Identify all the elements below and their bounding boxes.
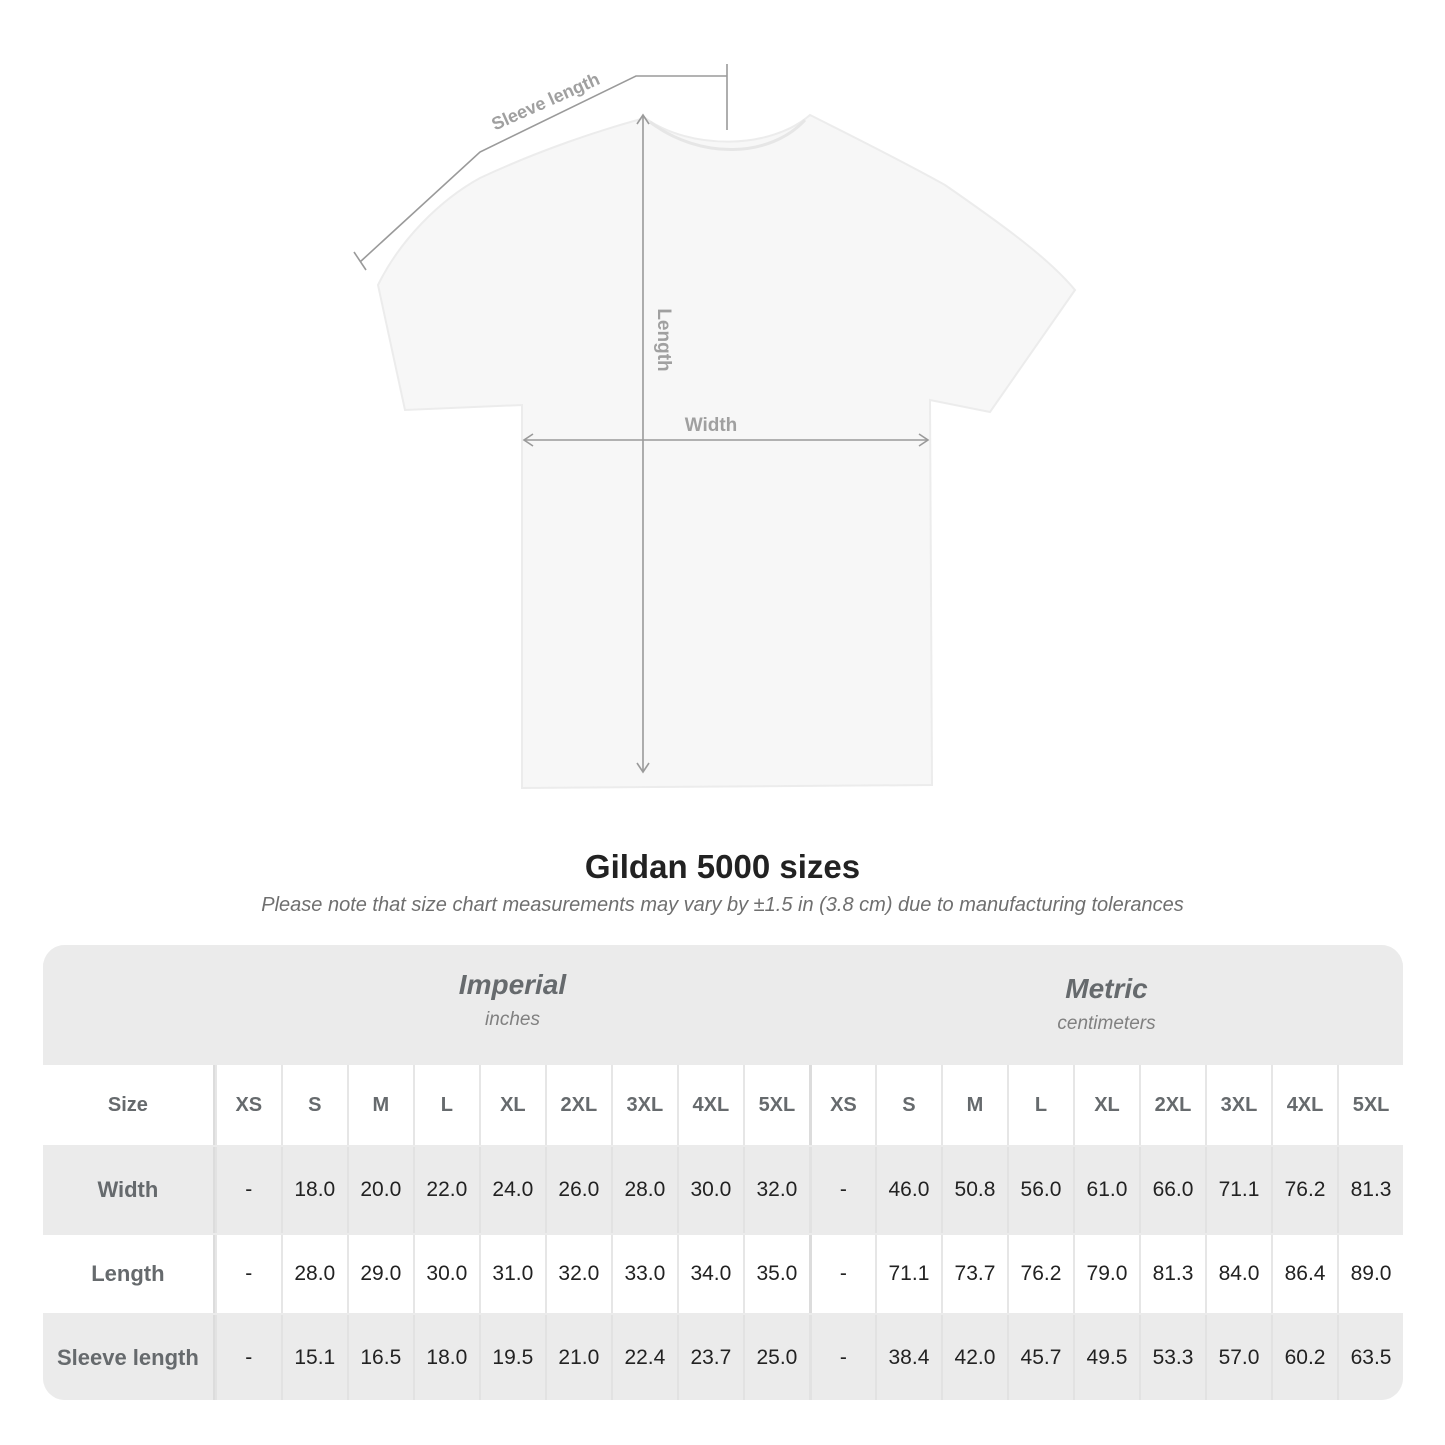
metric-value-cell: 76.2 xyxy=(1006,1235,1073,1313)
imperial-value-cell: 21.0 xyxy=(544,1315,611,1400)
size-header-label: Size xyxy=(43,1065,215,1145)
table-row: Sleeve length -15.1 16.5 18.0 19.5 21.0 22.4 23… xyxy=(43,1315,1403,1400)
sleeve-measure-line xyxy=(353,64,728,271)
table-row: Length -28.0 29.0 30.0 31.0 32.0 33.0 34.0 35.0-… xyxy=(43,1235,1403,1313)
row-label: Sleeve length xyxy=(43,1315,215,1400)
metric-size-header: XL xyxy=(1072,1065,1139,1145)
imperial-value-cell: 25.0 xyxy=(742,1315,809,1400)
metric-title: Metric xyxy=(1065,973,1148,1004)
width-measure-line xyxy=(522,433,930,447)
size-header-row: Size XS S M L XL 2XL 3XL 4XL 5XL XS S M L XL 2XL 3XL 4XL 5… xyxy=(43,1065,1403,1145)
metric-value-cell: 84.0 xyxy=(1205,1235,1271,1313)
metric-value-cell: 76.2 xyxy=(1271,1147,1337,1233)
metric-value-cell: 49.5 xyxy=(1072,1315,1139,1400)
metric-value-cell: 81.3 xyxy=(1139,1235,1205,1313)
imperial-value-cell: 22.4 xyxy=(610,1315,677,1400)
width-label: Width xyxy=(685,415,738,436)
metric-size-header: L xyxy=(1006,1065,1073,1145)
imperial-value-cell: 16.5 xyxy=(346,1315,413,1400)
imperial-value-cell: 15.1 xyxy=(280,1315,347,1400)
imperial-value-cell: - xyxy=(214,1147,281,1233)
imperial-value-cell: 22.0 xyxy=(412,1147,479,1233)
imperial-value-cell: 28.0 xyxy=(610,1147,677,1233)
imperial-value-cell: 32.0 xyxy=(544,1235,611,1313)
tshirt-image xyxy=(376,113,1077,790)
imperial-unit: inches xyxy=(485,1009,540,1030)
metric-size-header: S xyxy=(874,1065,941,1145)
table-row: Width -18.0 20.0 22.0 24.0 26.0 28.0 30.0 32.0-4… xyxy=(43,1147,1403,1233)
imperial-value-cell: 29.0 xyxy=(346,1235,413,1313)
imperial-value-cell: - xyxy=(214,1235,281,1313)
metric-value-cell: 57.0 xyxy=(1205,1315,1271,1400)
imperial-size-header: XS xyxy=(214,1065,281,1145)
metric-size-header: XS xyxy=(808,1065,875,1145)
metric-size-header: 2XL xyxy=(1139,1065,1205,1145)
imperial-value-cell: 30.0 xyxy=(676,1147,743,1233)
tolerance-note: Please note that size chart measurements… xyxy=(261,894,1184,916)
imperial-value-cell: 31.0 xyxy=(478,1235,545,1313)
metric-value-cell: 86.4 xyxy=(1271,1235,1337,1313)
imperial-value-cell: 30.0 xyxy=(412,1235,479,1313)
imperial-value-cell: 28.0 xyxy=(280,1235,347,1313)
metric-value-cell: - xyxy=(808,1235,875,1313)
imperial-size-header: 3XL xyxy=(610,1065,677,1145)
tshirt-diagram: Sleeve length Length Width xyxy=(353,64,1077,790)
metric-value-cell: 73.7 xyxy=(940,1235,1007,1313)
metric-value-cell: 38.4 xyxy=(874,1315,941,1400)
imperial-value-cell: 20.0 xyxy=(346,1147,413,1233)
metric-size-header: 3XL xyxy=(1205,1065,1271,1145)
imperial-value-cell: 23.7 xyxy=(676,1315,743,1400)
metric-size-header: M xyxy=(940,1065,1007,1145)
metric-value-cell: - xyxy=(808,1147,875,1233)
metric-value-cell: 56.0 xyxy=(1006,1147,1073,1233)
imperial-value-cell: 26.0 xyxy=(544,1147,611,1233)
metric-value-cell: 63.5 xyxy=(1337,1315,1403,1400)
imperial-value-cell: - xyxy=(214,1315,281,1400)
imperial-title: Imperial xyxy=(458,969,567,1000)
metric-value-cell: 89.0 xyxy=(1337,1235,1403,1313)
size-table: Imperial inches Metric centimeters Size X… xyxy=(43,945,1403,1400)
imperial-value-cell: 35.0 xyxy=(742,1235,809,1313)
imperial-value-cell: 18.0 xyxy=(280,1147,347,1233)
imperial-header: Imperial inches xyxy=(215,969,810,1031)
imperial-value-cell: 18.0 xyxy=(412,1315,479,1400)
imperial-size-header: S xyxy=(280,1065,347,1145)
row-label: Length xyxy=(43,1235,215,1313)
row-label: Width xyxy=(43,1147,215,1233)
metric-value-cell: 46.0 xyxy=(874,1147,941,1233)
imperial-value-cell: 34.0 xyxy=(676,1235,743,1313)
metric-value-cell: 79.0 xyxy=(1072,1235,1139,1313)
length-label: Length xyxy=(653,308,674,371)
imperial-value-cell: 19.5 xyxy=(478,1315,545,1400)
metric-value-cell: - xyxy=(808,1315,875,1400)
metric-value-cell: 53.3 xyxy=(1139,1315,1205,1400)
metric-value-cell: 81.3 xyxy=(1337,1147,1403,1233)
metric-value-cell: 42.0 xyxy=(940,1315,1007,1400)
imperial-size-header: 5XL xyxy=(742,1065,809,1145)
imperial-value-cell: 33.0 xyxy=(610,1235,677,1313)
metric-size-header: 5XL xyxy=(1337,1065,1403,1145)
imperial-size-header: L xyxy=(412,1065,479,1145)
metric-value-cell: 61.0 xyxy=(1072,1147,1139,1233)
sleeve-length-label: Sleeve length xyxy=(488,69,602,134)
page-title: Gildan 5000 sizes xyxy=(584,848,861,885)
metric-value-cell: 71.1 xyxy=(874,1235,941,1313)
metric-size-header: 4XL xyxy=(1271,1065,1337,1145)
imperial-size-header: 4XL xyxy=(676,1065,743,1145)
unit-header-band: Imperial inches Metric centimeters xyxy=(43,945,1403,1064)
metric-value-cell: 50.8 xyxy=(940,1147,1007,1233)
imperial-value-cell: 32.0 xyxy=(742,1147,809,1233)
metric-value-cell: 66.0 xyxy=(1139,1147,1205,1233)
metric-value-cell: 45.7 xyxy=(1006,1315,1073,1400)
metric-header: Metric centimeters xyxy=(810,973,1403,1035)
metric-unit: centimeters xyxy=(1057,1013,1156,1034)
imperial-value-cell: 24.0 xyxy=(478,1147,545,1233)
metric-value-cell: 71.1 xyxy=(1205,1147,1271,1233)
imperial-size-header: M xyxy=(346,1065,413,1145)
length-measure-line xyxy=(636,113,650,774)
metric-value-cell: 60.2 xyxy=(1271,1315,1337,1400)
imperial-size-header: XL xyxy=(478,1065,545,1145)
imperial-size-header: 2XL xyxy=(544,1065,611,1145)
